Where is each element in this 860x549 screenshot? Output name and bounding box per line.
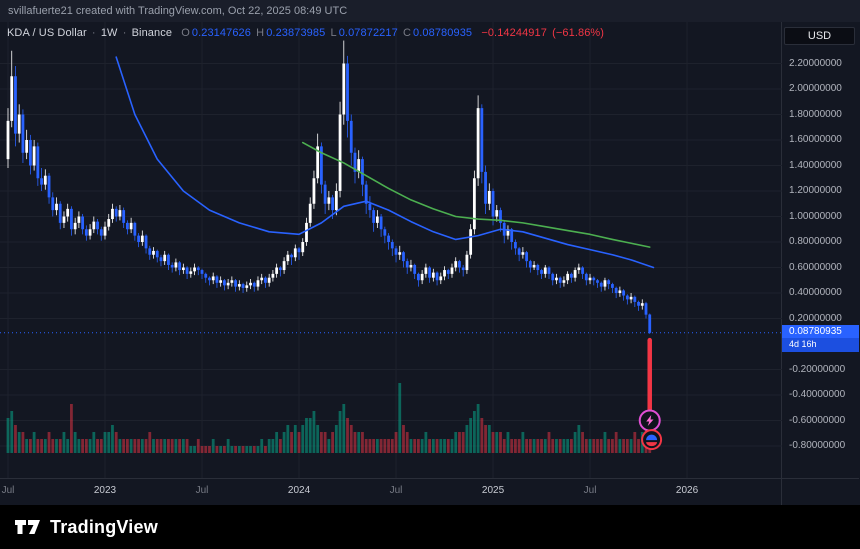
last-price-badge[interactable]: 0.08780935 4d 16h — [782, 324, 859, 352]
price-axis[interactable]: USD 0.08780935 4d 16h 2.20000000 2.000000… — [782, 22, 859, 505]
tradingview-footer: TradingView — [0, 505, 860, 549]
price-tick-label: -0.40000000 — [789, 389, 846, 400]
price-tick-label: -0.60000000 — [789, 414, 846, 426]
low-label: L — [330, 27, 337, 39]
currency-toggle-button[interactable]: USD — [784, 27, 855, 45]
change-percent: (−61.86%) — [552, 27, 605, 39]
time-tick-label: Jul — [583, 485, 597, 496]
low-value: 0.07872217 — [338, 27, 398, 39]
time-tick-label: Jul — [389, 485, 403, 496]
tradingview-logo-icon[interactable] — [13, 514, 43, 540]
attribution-bar: svillafuerte21 created with TradingView.… — [0, 0, 860, 22]
annotations-layer — [638, 337, 663, 451]
tradingview-brand-text[interactable]: TradingView — [50, 516, 158, 537]
price-tick-label: 1.60000000 — [789, 134, 842, 145]
time-tick-label: 2023 — [93, 485, 117, 496]
price-tick-label: 2.20000000 — [789, 57, 842, 69]
candlestick-chart-canvas[interactable] — [0, 22, 782, 478]
symbol-name[interactable]: KDA / US Dollar — [7, 27, 87, 39]
lightning-bolt-icon — [646, 415, 654, 426]
cap-icon-top — [646, 434, 658, 441]
symbol-legend[interactable]: KDA / US Dollar · 1W · Binance O 0.231476… — [7, 27, 605, 39]
change-absolute: −0.14244917 — [481, 27, 547, 39]
price-tick-label: 1.20000000 — [789, 185, 842, 196]
price-tick-label: 1.00000000 — [789, 210, 842, 222]
time-tick-label: 2024 — [287, 485, 311, 496]
price-tick-label: 1.80000000 — [789, 108, 842, 120]
grid-layer — [0, 22, 782, 478]
chart-region: KDA / US Dollar · 1W · Binance O 0.231476… — [0, 22, 860, 505]
price-tick-label: 0.20000000 — [789, 312, 842, 324]
high-label: H — [256, 27, 265, 39]
price-tick-label: 1.40000000 — [789, 159, 842, 171]
open-value: 0.23147626 — [191, 27, 251, 39]
interval-label[interactable]: 1W — [100, 27, 118, 39]
price-tick-label: -0.20000000 — [789, 363, 846, 375]
volume-layer — [6, 383, 652, 453]
chart-plot-area[interactable] — [0, 22, 782, 478]
price-tick-label: 0.80000000 — [789, 236, 842, 247]
time-tick-label: 2026 — [675, 485, 699, 496]
time-tick-label: 2025 — [481, 485, 505, 496]
cap-icon-bottom — [646, 442, 658, 447]
price-tick-label: 0.60000000 — [789, 261, 842, 273]
attribution-text: svillafuerte21 created with TradingView.… — [8, 5, 348, 17]
open-label: O — [181, 27, 190, 39]
exchange-label: Binance — [131, 27, 173, 39]
chart-column: KDA / US Dollar · 1W · Binance O 0.231476… — [0, 22, 782, 505]
moving-averages-layer — [115, 56, 655, 269]
last-price-value: 0.08780935 — [782, 324, 859, 338]
close-label: C — [402, 27, 412, 39]
price-tick-label: -0.80000000 — [789, 440, 846, 451]
high-value: 0.23873985 — [266, 27, 326, 39]
time-axis[interactable]: Jul 2023 Jul 2024 Jul 2025 Jul 2026 — [0, 478, 782, 505]
time-tick-label: Jul — [1, 485, 15, 496]
price-tick-label: 2.00000000 — [789, 83, 842, 94]
price-tick-label: 0.40000000 — [789, 287, 842, 298]
close-value: 0.08780935 — [413, 27, 473, 39]
bar-countdown: 4d 16h — [782, 337, 859, 352]
time-tick-label: Jul — [195, 485, 209, 496]
candles-layer — [6, 40, 652, 334]
